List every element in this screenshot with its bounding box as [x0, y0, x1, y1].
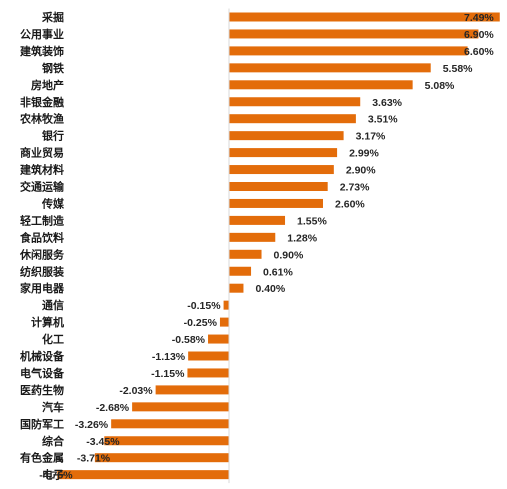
category-label-14: 食品饮料: [20, 230, 64, 244]
bar-15: [229, 249, 262, 259]
category-label-2: 公用事业: [20, 27, 64, 41]
category-label-16: 纺织服装: [20, 264, 64, 278]
bar-22: [187, 368, 229, 378]
value-label-10: 2.90%: [346, 165, 376, 177]
value-label-28: -4.75%: [39, 470, 73, 482]
value-label-4: 5.58%: [443, 63, 473, 75]
category-label-23: 医药生物: [20, 383, 64, 397]
value-label-8: 3.17%: [356, 131, 386, 143]
bar-8: [229, 131, 344, 141]
category-label-22: 电气设备: [20, 366, 65, 380]
value-label-25: -3.26%: [75, 419, 109, 431]
value-label-16: 0.61%: [263, 266, 293, 278]
value-labels-layer: 7.49% 6.90% 6.60% 5.58% 5.08% 3.63% 3.51% 3.17%…: [39, 12, 494, 482]
category-label-21: 机械设备: [20, 349, 65, 363]
value-label-22: -1.15%: [151, 368, 185, 380]
category-label-26: 综合: [42, 434, 65, 448]
category-label-5: 房地产: [31, 78, 64, 92]
category-label-27: 有色金属: [20, 451, 64, 465]
category-label-8: 银行: [42, 129, 64, 143]
bar-20: [208, 334, 229, 344]
category-label-24: 汽车: [42, 400, 64, 414]
bar-19: [219, 317, 229, 327]
category-label-20: 化工: [42, 332, 64, 346]
value-label-5: 5.08%: [425, 80, 455, 92]
category-label-25: 国防军工: [20, 417, 64, 431]
bar-23: [155, 385, 229, 395]
category-label-3: 建筑装饰: [20, 44, 64, 58]
value-label-3: 6.60%: [464, 46, 494, 58]
bar-3: [229, 46, 468, 56]
category-label-10: 建筑材料: [20, 163, 64, 177]
bar-25: [111, 419, 229, 429]
value-label-7: 3.51%: [368, 114, 398, 126]
category-label-13: 轻工制造: [20, 213, 65, 227]
bar-28: [57, 470, 229, 480]
category-label-11: 交通运输: [20, 180, 65, 194]
bar-9: [229, 148, 338, 158]
value-label-17: 0.40%: [255, 283, 285, 295]
category-label-9: 商业贸易: [20, 146, 64, 160]
value-label-20: -0.58%: [172, 334, 206, 346]
value-label-21: -1.13%: [152, 351, 186, 363]
bar-1: [229, 12, 500, 22]
category-label-6: 非银金融: [20, 95, 64, 109]
bar-13: [229, 215, 286, 225]
bars-layer: [57, 12, 500, 480]
bar-18: [223, 300, 229, 310]
bar-10: [229, 165, 334, 175]
bar-12: [229, 198, 323, 208]
bar-2: [229, 29, 479, 39]
value-label-26: -3.45%: [86, 436, 120, 448]
value-label-19: -0.25%: [184, 317, 218, 329]
bar-11: [229, 182, 328, 191]
category-labels-layer: 采掘公用事业建筑装饰钢铁房地产非银金融农林牧渔银行商业贸易建筑材料交通运输传媒轻…: [19, 10, 65, 482]
value-label-9: 2.99%: [349, 148, 379, 160]
value-label-27: -3.71%: [77, 453, 111, 465]
value-label-18: -0.15%: [187, 300, 221, 312]
bar-21: [188, 351, 229, 361]
value-label-11: 2.73%: [340, 182, 370, 194]
bar-24: [132, 402, 229, 412]
bar-6: [229, 97, 361, 107]
value-label-13: 1.55%: [297, 215, 327, 227]
value-label-1: 7.49%: [464, 12, 494, 24]
bar-26: [104, 436, 229, 446]
category-label-7: 农林牧渔: [19, 112, 64, 126]
bar-27: [94, 453, 229, 463]
category-label-12: 传媒: [41, 196, 65, 210]
category-label-28: 电子: [42, 468, 64, 482]
category-label-15: 休闲服务: [19, 247, 65, 261]
bar-17: [229, 283, 244, 293]
category-label-17: 家用电器: [20, 281, 65, 295]
value-label-15: 0.90%: [274, 249, 304, 261]
value-label-2: 6.90%: [464, 29, 494, 41]
category-label-1: 采掘: [41, 10, 64, 24]
bar-7: [229, 114, 356, 124]
bar-5: [229, 80, 413, 90]
value-label-24: -2.68%: [96, 402, 130, 414]
category-label-18: 通信: [42, 298, 64, 312]
value-label-6: 3.63%: [372, 97, 402, 109]
category-label-4: 钢铁: [42, 61, 64, 75]
value-label-23: -2.03%: [119, 385, 153, 397]
value-label-12: 2.60%: [335, 198, 365, 210]
value-label-14: 1.28%: [287, 232, 317, 244]
bar-4: [229, 63, 431, 73]
bar-16: [229, 266, 252, 276]
category-label-19: 计算机: [31, 315, 64, 329]
bar-14: [229, 232, 276, 242]
